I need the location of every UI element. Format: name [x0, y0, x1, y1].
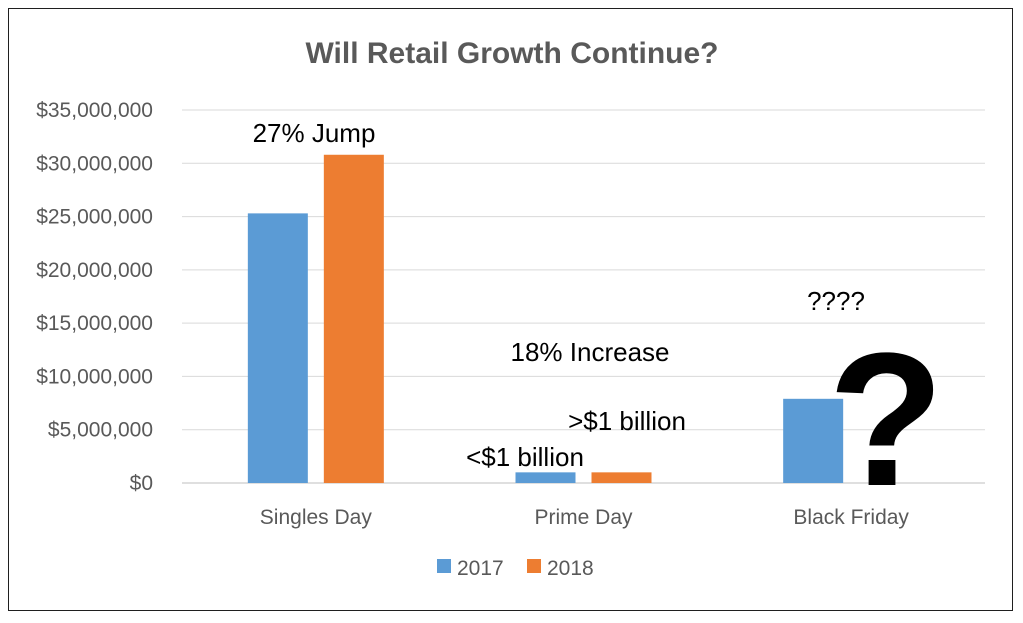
- y-axis-ticks: $0 $5,000,000 $10,000,000 $15,000,000 $20,00…: [36, 99, 153, 495]
- x-axis-categories: Singles Day Prime Day Black Friday: [260, 506, 910, 529]
- chart-title: Will Retail Growth Continue?: [305, 37, 718, 70]
- annotation-prime-2017: <$1 billion: [466, 442, 584, 472]
- y-tick-label: $35,000,000: [36, 99, 153, 122]
- y-tick-label: $10,000,000: [36, 365, 153, 388]
- y-tick-label: $25,000,000: [36, 206, 153, 229]
- bar-singles-day-2018: [323, 154, 384, 483]
- gridlines: [182, 109, 985, 484]
- legend-swatch-2017: [437, 559, 451, 573]
- bar-black-friday-2017: [783, 398, 844, 483]
- x-category-label: Prime Day: [534, 506, 633, 529]
- bars: [247, 154, 844, 484]
- annotation-singles-jump: 27% Jump: [253, 118, 376, 148]
- big-question-mark: ?: [828, 314, 944, 526]
- y-tick-label: $30,000,000: [36, 152, 153, 175]
- annotation-prime-increase: 18% Increase: [511, 337, 670, 367]
- y-tick-label: $0: [130, 472, 153, 495]
- bar-prime-day-2017: [515, 472, 576, 483]
- legend-label-2017: 2017: [457, 557, 504, 580]
- y-tick-label: $5,000,000: [48, 419, 153, 442]
- y-tick-label: $15,000,000: [36, 312, 153, 335]
- x-category-label: Singles Day: [260, 506, 373, 529]
- x-category-label: Black Friday: [793, 506, 909, 529]
- annotation-prime-2018: >$1 billion: [568, 406, 686, 436]
- legend: 2017 2018: [437, 557, 594, 580]
- chart-frame: [8, 8, 1013, 611]
- bar-prime-day-2018: [591, 472, 652, 483]
- bar-singles-day-2017: [247, 213, 308, 484]
- y-tick-label: $20,000,000: [36, 259, 153, 282]
- legend-swatch-2018: [527, 559, 541, 573]
- legend-label-2018: 2018: [547, 557, 594, 580]
- annotation-black-friday-question: ????: [807, 286, 865, 316]
